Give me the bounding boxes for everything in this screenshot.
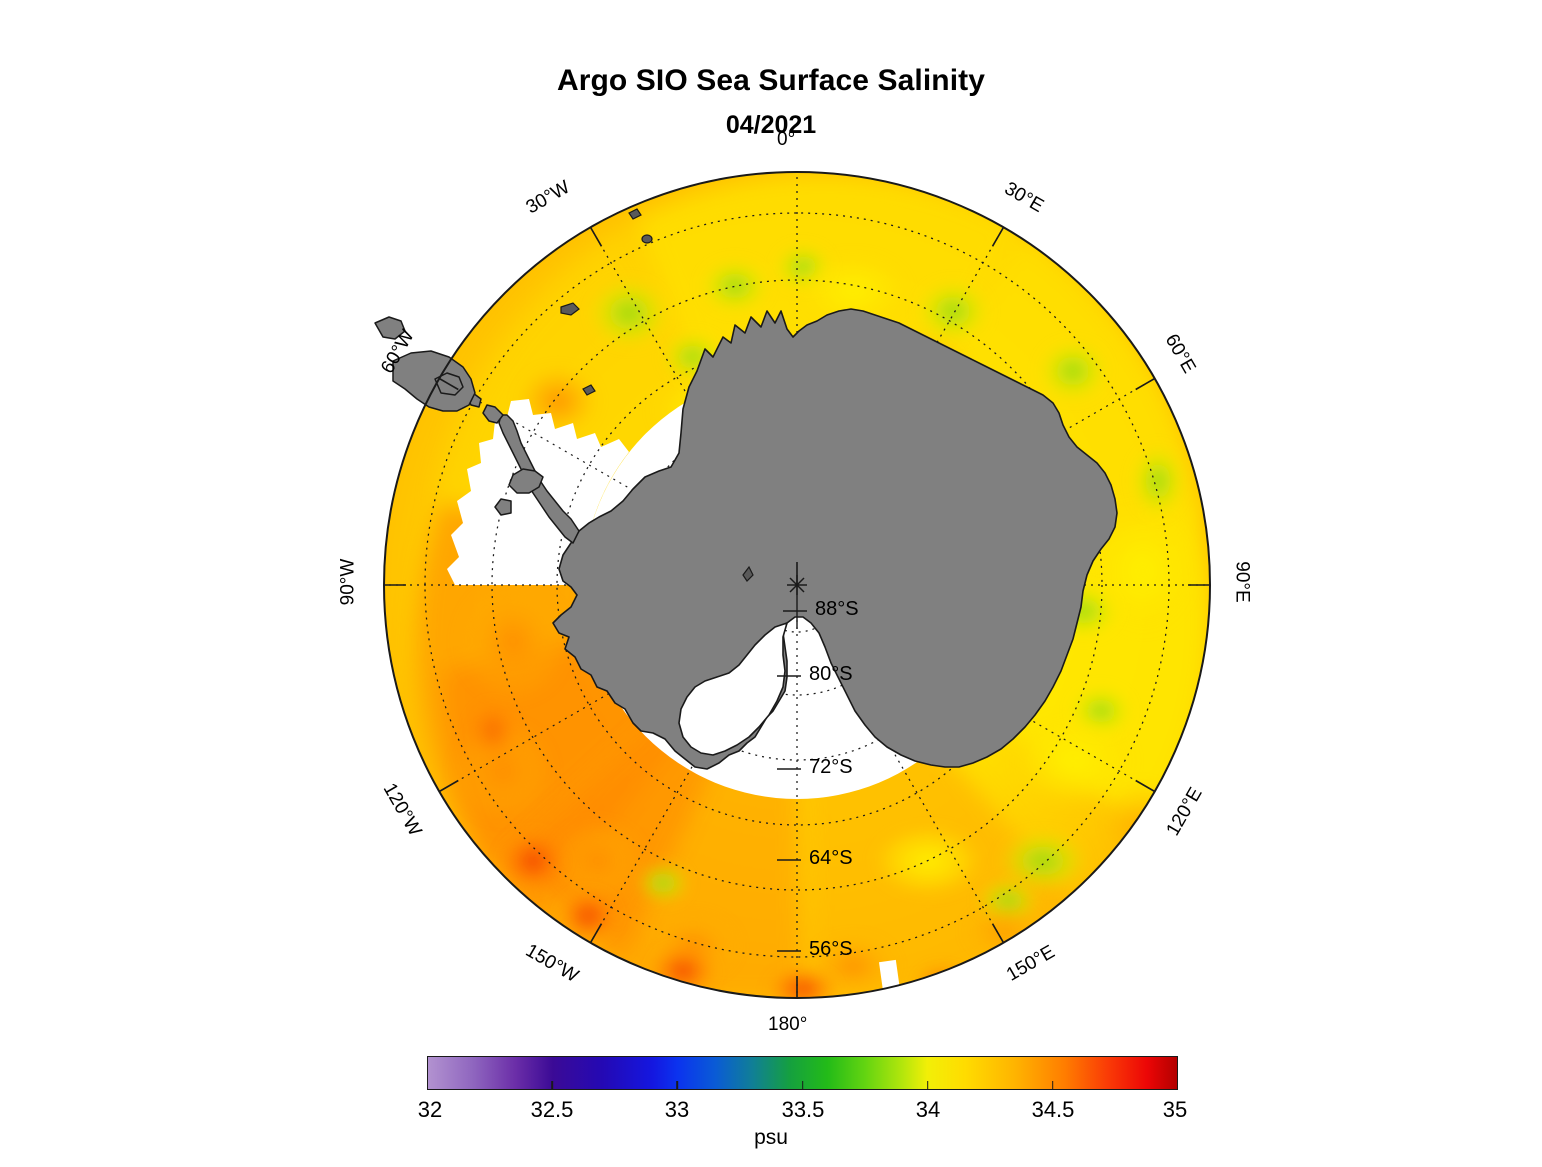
colorbar-label-33: 33 (664, 1097, 690, 1122)
colorbar-label-34: 34 (915, 1097, 941, 1122)
colorbar-tick (1051, 1081, 1054, 1090)
latitude-tick-leaders (777, 585, 807, 952)
colorbar-label-33.5: 33.5 (781, 1097, 825, 1122)
lat-label-72S: 72°S (809, 756, 853, 778)
polar-map-svg (374, 171, 1211, 999)
lon-label-0: 0° (777, 129, 796, 150)
longitude-ticks (384, 226, 1210, 998)
page-subtitle: 04/2021 (725, 111, 817, 139)
lat-label-56S: 56°S (809, 938, 853, 960)
colorbar-label-32: 32 (417, 1097, 443, 1122)
land-subantarctic-islands (560, 208, 754, 582)
polar-map: 0° 30°E 60°E 90°E 120°E 150°E 180° 150°W… (337, 129, 1252, 1035)
colorbar-label-35: 35 (1162, 1097, 1188, 1122)
colorbar-unit-label: psu (754, 1126, 788, 1149)
colorbar (427, 1056, 1178, 1090)
colorbar-tick (676, 1081, 679, 1090)
page-title: Argo SIO Sea Surface Salinity (556, 64, 986, 97)
colorbar-label-34.5: 34.5 (1031, 1097, 1075, 1122)
colorbar-label-32.5: 32.5 (530, 1097, 574, 1122)
lat-label-80S: 80°S (809, 663, 853, 685)
land-antarctica (552, 308, 1118, 770)
colorbar-tick (801, 1081, 804, 1090)
colorbar-tick (551, 1081, 553, 1090)
lon-label-90E: 90°E (1231, 561, 1253, 603)
low-salinity-patches (526, 245, 1184, 923)
lat-label-88S: 88°S (815, 598, 859, 620)
lat-label-64S: 64°S (809, 847, 853, 869)
colorbar-tick (926, 1081, 929, 1090)
lon-label-90W: 90°W (337, 558, 359, 606)
land-south-america (374, 316, 476, 412)
lon-label-180: 180° (768, 1014, 808, 1035)
